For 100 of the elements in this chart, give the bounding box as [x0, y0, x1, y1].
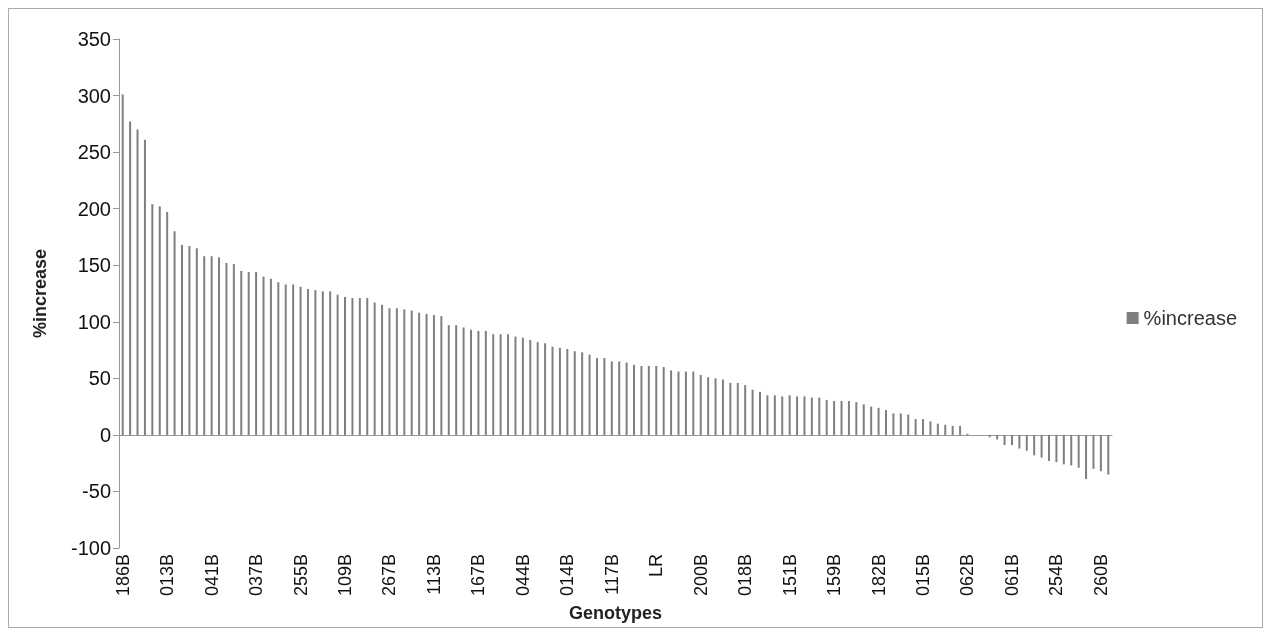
bar [351, 298, 354, 435]
bar [395, 308, 398, 435]
x-tick-label: 182B [868, 554, 889, 597]
x-tick-label: 015B [913, 554, 934, 597]
bar [1077, 434, 1080, 468]
bar [892, 413, 895, 435]
bar [1010, 434, 1013, 446]
x-tick-label: 255B [290, 554, 311, 597]
bar [358, 298, 361, 435]
bar [603, 358, 606, 435]
bar [870, 406, 873, 435]
y-tick-label: 150 [77, 254, 111, 277]
y-tick-label: 300 [77, 84, 111, 107]
bar [729, 382, 732, 435]
bar [647, 365, 650, 435]
bar [951, 425, 954, 435]
bar [551, 346, 554, 435]
bar [151, 204, 154, 435]
bar [773, 395, 776, 435]
bar [381, 304, 384, 435]
bar [736, 382, 739, 435]
bar [210, 256, 213, 435]
bar [521, 337, 524, 435]
bar [618, 361, 621, 435]
bar [418, 312, 421, 435]
bar [425, 313, 428, 435]
bar [751, 389, 754, 435]
bar [640, 365, 643, 435]
bar [1070, 434, 1073, 466]
x-tick-label: LR [646, 554, 667, 578]
bar [455, 325, 458, 435]
bar [240, 270, 243, 435]
bar [662, 367, 665, 435]
bar [344, 296, 347, 435]
bar [625, 362, 628, 435]
bar [707, 377, 710, 435]
bar [1025, 434, 1028, 451]
bar [855, 402, 858, 435]
bar [929, 421, 932, 435]
y-tick-label: 0 [99, 423, 111, 446]
y-tick-label: 250 [77, 141, 111, 164]
bar [218, 257, 221, 435]
bar [329, 291, 332, 435]
y-tick-label: -100 [70, 537, 111, 560]
x-tick-label: 159B [824, 554, 845, 597]
bar [514, 336, 517, 435]
bar [314, 290, 317, 435]
bar [588, 354, 591, 435]
bar [284, 284, 287, 435]
bar [143, 139, 146, 435]
bar [595, 358, 598, 435]
bar [173, 231, 176, 435]
bar [714, 378, 717, 435]
bar [692, 371, 695, 435]
bar [403, 309, 406, 435]
bar [536, 342, 539, 435]
x-tick-label: 061B [1001, 554, 1022, 597]
bar [1092, 434, 1095, 469]
bar [566, 348, 569, 435]
x-tick-label: 018B [735, 554, 756, 597]
bar [499, 334, 502, 435]
bar [558, 347, 561, 435]
bar [877, 407, 880, 435]
x-tick-label: 167B [468, 554, 489, 597]
x-tick-label: 254B [1046, 554, 1067, 597]
bar [1107, 434, 1110, 475]
bar [432, 315, 435, 435]
bar [1048, 434, 1051, 461]
bar [884, 410, 887, 435]
bar [232, 264, 235, 435]
bar [477, 330, 480, 435]
bar [670, 370, 673, 435]
x-tick-label: 151B [779, 554, 800, 597]
x-axis-title: Genotypes [568, 603, 663, 623]
bar [1018, 434, 1021, 449]
x-tick-label: 200B [690, 554, 711, 597]
bar [188, 246, 191, 435]
bar [121, 94, 124, 435]
bar [581, 352, 584, 435]
bar [721, 379, 724, 435]
x-tick-label: 109B [335, 554, 356, 597]
bar [573, 351, 576, 435]
bar [129, 121, 132, 435]
bar [766, 395, 769, 435]
bar [507, 334, 510, 435]
bar [1085, 434, 1088, 480]
bar [306, 289, 309, 435]
y-axis-title: %increase [30, 249, 50, 339]
bar [262, 276, 265, 435]
bar [655, 365, 658, 435]
bar [447, 325, 450, 435]
bar [492, 334, 495, 435]
bar [825, 399, 828, 435]
bar [907, 414, 910, 435]
bar [922, 419, 925, 435]
y-tick-label: 50 [88, 367, 111, 390]
bar [269, 278, 272, 435]
x-tick-label: 037B [246, 554, 267, 597]
bar [1040, 434, 1043, 458]
bar [195, 248, 198, 435]
